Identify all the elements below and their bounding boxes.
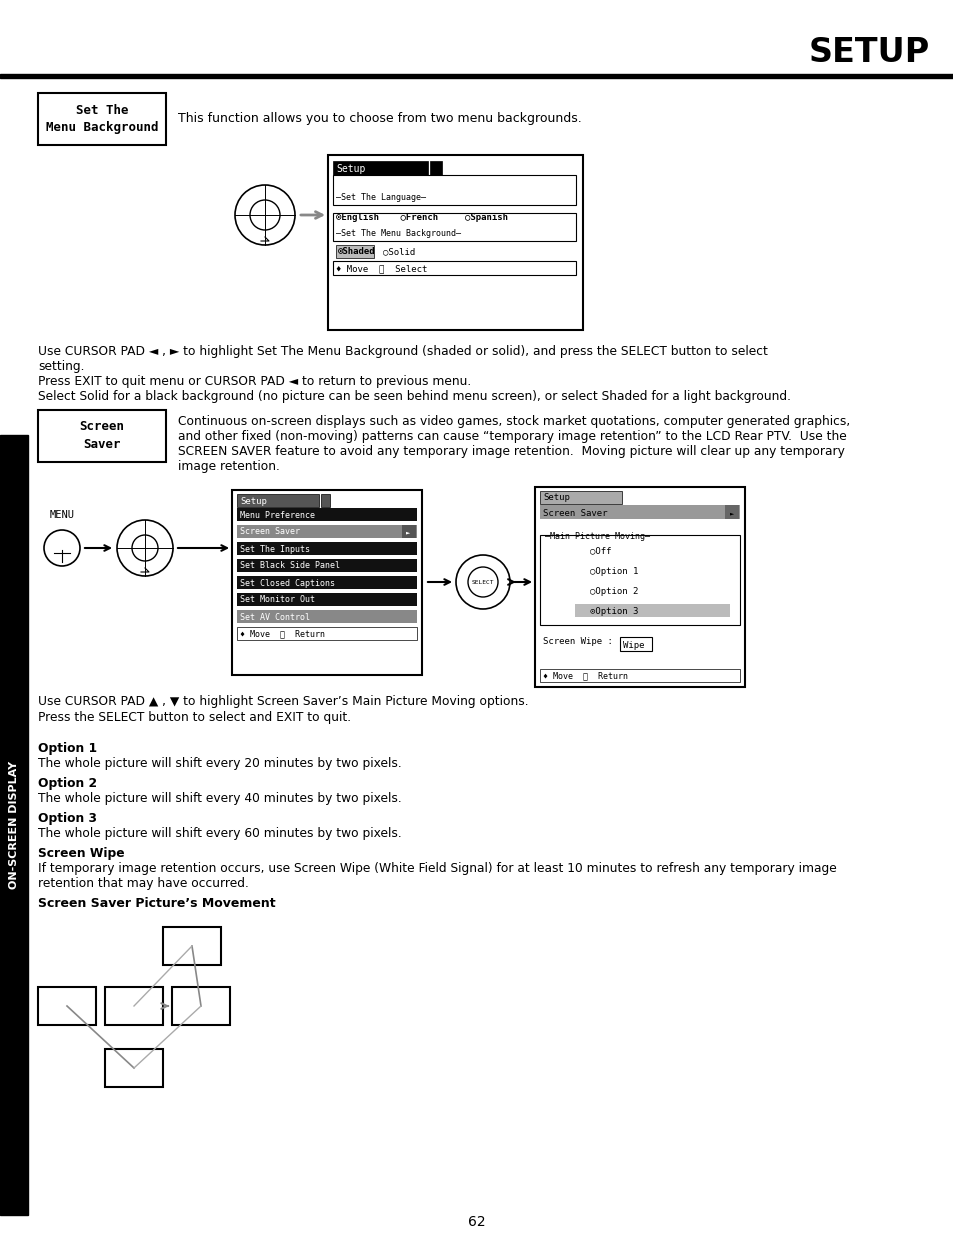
Text: Set Closed Captions: Set Closed Captions — [240, 578, 335, 588]
Text: ○Option 1: ○Option 1 — [589, 567, 638, 576]
Text: Setup: Setup — [240, 496, 267, 505]
Bar — [236, 559, 416, 572]
Text: Screen Saver: Screen Saver — [240, 527, 299, 536]
Text: Use CURSOR PAD ▲ , ▼ to highlight Screen Saver’s Main Picture Moving options.: Use CURSOR PAD ▲ , ▼ to highlight Screen… — [38, 695, 528, 708]
Text: Setup: Setup — [335, 164, 365, 174]
Bar — [236, 576, 416, 589]
Bar — [0, 435, 28, 1215]
Bar — [333, 177, 507, 190]
Text: Press EXIT to quit menu or CURSOR PAD ◄ to return to previous menu.: Press EXIT to quit menu or CURSOR PAD ◄ … — [38, 375, 471, 388]
Bar — [236, 610, 416, 622]
Bar — [38, 93, 166, 144]
Text: ♦ Move  Ⓢ  Return: ♦ Move Ⓢ Return — [542, 672, 627, 680]
Bar — [232, 490, 421, 676]
Text: ○Option 2: ○Option 2 — [589, 587, 638, 595]
Bar — [38, 987, 96, 1025]
Text: Screen Saver Picture’s Movement: Screen Saver Picture’s Movement — [38, 897, 275, 910]
Bar — [328, 156, 582, 330]
Text: Set Black Side Panel: Set Black Side Panel — [240, 562, 339, 571]
Text: —Set The Language—: —Set The Language— — [335, 194, 426, 203]
Text: ○Solid: ○Solid — [382, 247, 415, 257]
Bar — [575, 604, 729, 618]
Text: The whole picture will shift every 60 minutes by two pixels.: The whole picture will shift every 60 mi… — [38, 827, 401, 840]
Text: SETUP: SETUP — [808, 36, 929, 68]
Text: ♦ Move  Ⓢ  Return: ♦ Move Ⓢ Return — [240, 630, 325, 638]
Bar — [619, 637, 651, 651]
Text: ⊙Shaded: ⊙Shaded — [337, 247, 375, 257]
Text: The whole picture will shift every 40 minutes by two pixels.: The whole picture will shift every 40 mi… — [38, 792, 401, 805]
Text: SELECT: SELECT — [471, 579, 494, 584]
Bar — [172, 987, 230, 1025]
Bar — [236, 593, 416, 606]
Bar — [724, 505, 739, 519]
Bar — [333, 175, 576, 205]
Text: retention that may have occurred.: retention that may have occurred. — [38, 877, 249, 890]
Bar — [539, 492, 621, 504]
Text: ►: ► — [729, 510, 734, 516]
Text: Option 3: Option 3 — [38, 811, 97, 825]
Text: This function allows you to choose from two menu backgrounds.: This function allows you to choose from … — [178, 112, 581, 125]
Text: Select Solid for a black background (no picture can be seen behind menu screen),: Select Solid for a black background (no … — [38, 390, 790, 403]
Text: Set The
Menu Background: Set The Menu Background — [46, 104, 158, 135]
Bar — [539, 669, 740, 682]
Text: Set AV Control: Set AV Control — [240, 613, 310, 621]
Bar — [105, 1049, 163, 1087]
Bar — [333, 212, 576, 241]
Text: setting.: setting. — [38, 359, 85, 373]
Bar — [333, 261, 576, 275]
Bar — [430, 161, 441, 175]
Text: Set Monitor Out: Set Monitor Out — [240, 595, 314, 604]
Bar — [335, 245, 374, 258]
Text: Option 1: Option 1 — [38, 742, 97, 755]
Bar — [0, 74, 953, 78]
Text: —Main Picture Moving—: —Main Picture Moving— — [544, 532, 649, 541]
Bar — [539, 535, 740, 625]
Text: Menu Preference: Menu Preference — [335, 179, 416, 189]
Bar — [105, 987, 163, 1025]
Bar — [401, 525, 416, 538]
Bar — [333, 161, 428, 175]
Bar — [236, 525, 416, 538]
Text: The whole picture will shift every 20 minutes by two pixels.: The whole picture will shift every 20 mi… — [38, 757, 401, 769]
Bar — [236, 508, 416, 521]
Text: ⊙English    ○French     ○Spanish: ⊙English ○French ○Spanish — [335, 212, 507, 221]
Bar — [236, 542, 416, 555]
Text: Screen
Saver: Screen Saver — [79, 420, 125, 452]
Bar — [163, 927, 221, 965]
Text: —Set The Menu Background—: —Set The Menu Background— — [335, 230, 460, 238]
Text: ⊙Option 3: ⊙Option 3 — [589, 606, 638, 615]
Bar — [236, 494, 318, 508]
Text: Screen Saver: Screen Saver — [542, 509, 607, 517]
Text: image retention.: image retention. — [178, 459, 279, 473]
Text: Press the SELECT button to select and EXIT to quit.: Press the SELECT button to select and EX… — [38, 711, 351, 724]
Text: Wipe: Wipe — [622, 641, 644, 650]
Text: Use CURSOR PAD ◄ , ► to highlight Set The Menu Background (shaded or solid), and: Use CURSOR PAD ◄ , ► to highlight Set Th… — [38, 345, 767, 358]
Text: Option 2: Option 2 — [38, 777, 97, 790]
Bar — [535, 487, 744, 687]
Bar — [539, 505, 740, 519]
Text: ON-SCREEN DISPLAY: ON-SCREEN DISPLAY — [9, 761, 19, 889]
Text: MENU: MENU — [50, 510, 74, 520]
Text: SCREEN SAVER feature to avoid any temporary image retention.  Moving picture wil: SCREEN SAVER feature to avoid any tempor… — [178, 445, 844, 458]
Text: Screen Wipe :: Screen Wipe : — [542, 637, 618, 646]
Text: Continuous on-screen displays such as video games, stock market quotations, comp: Continuous on-screen displays such as vi… — [178, 415, 849, 429]
Bar — [38, 410, 166, 462]
Text: Menu Preference: Menu Preference — [240, 510, 314, 520]
Text: ►: ► — [405, 529, 410, 535]
Text: Screen Wipe: Screen Wipe — [38, 847, 125, 860]
Bar — [320, 494, 330, 508]
Bar — [236, 627, 416, 640]
Text: 62: 62 — [468, 1215, 485, 1229]
Text: and other fixed (non-moving) patterns can cause “temporary image retention” to t: and other fixed (non-moving) patterns ca… — [178, 430, 846, 443]
Text: If temporary image retention occurs, use Screen Wipe (White Field Signal) for at: If temporary image retention occurs, use… — [38, 862, 836, 876]
Text: ♦ Move  Ⓢ  Select: ♦ Move Ⓢ Select — [335, 264, 427, 273]
Text: ○Off: ○Off — [589, 547, 611, 556]
Text: Setup: Setup — [542, 494, 569, 503]
Text: Set The Inputs: Set The Inputs — [240, 545, 310, 553]
